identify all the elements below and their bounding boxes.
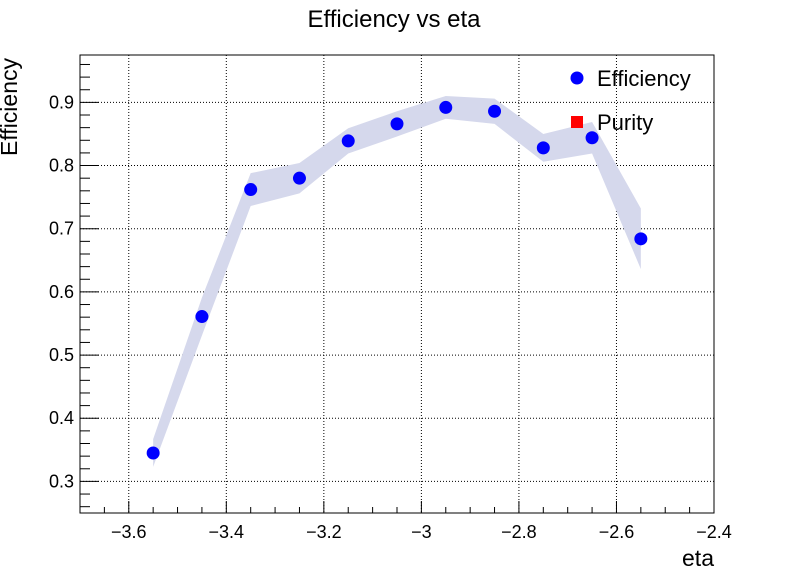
data-point bbox=[439, 100, 453, 114]
legend-label: Purity bbox=[597, 110, 653, 135]
data-point bbox=[146, 446, 160, 460]
data-point bbox=[585, 131, 599, 145]
y-tick-label: 0.7 bbox=[49, 219, 74, 239]
error-band-area bbox=[153, 96, 641, 467]
legend: Efficiency Purity bbox=[570, 66, 691, 135]
data-point bbox=[244, 183, 258, 197]
legend-marker-square bbox=[571, 116, 583, 128]
y-tick-label: 0.8 bbox=[49, 156, 74, 176]
x-tick-label: −2.4 bbox=[696, 522, 732, 542]
x-tick-label: −3 bbox=[411, 522, 432, 542]
x-tick-label: −2.6 bbox=[599, 522, 635, 542]
data-point bbox=[195, 310, 209, 324]
data-point bbox=[536, 141, 550, 155]
data-point bbox=[634, 232, 648, 246]
data-points bbox=[146, 100, 648, 460]
y-tick-label: 0.5 bbox=[49, 345, 74, 365]
y-tick-label: 0.3 bbox=[49, 471, 74, 491]
x-axis-title: eta bbox=[682, 545, 714, 571]
axis-ticks: −3.6 −3.4 −3.2 −3 −2.8 −2.6 −2.4 0.3 0.4 0.5 0.6 0.… bbox=[49, 63, 732, 542]
chart-title: Efficiency vs eta bbox=[308, 6, 482, 33]
y-tick-label: 0.4 bbox=[49, 408, 74, 428]
legend-label: Efficiency bbox=[597, 66, 691, 91]
y-axis-title: Efficiency bbox=[0, 58, 22, 157]
x-tick-label: −3.6 bbox=[111, 522, 147, 542]
x-tick-label: −3.4 bbox=[209, 522, 245, 542]
data-point bbox=[488, 104, 502, 118]
data-point bbox=[292, 171, 306, 185]
error-band bbox=[153, 96, 641, 467]
data-point bbox=[390, 117, 404, 131]
y-tick-label: 0.9 bbox=[49, 92, 74, 112]
y-tick-label: 0.6 bbox=[49, 282, 74, 302]
x-tick-label: −3.2 bbox=[306, 522, 342, 542]
legend-marker-circle bbox=[570, 71, 584, 85]
data-point bbox=[341, 134, 355, 148]
x-tick-label: −2.8 bbox=[501, 522, 537, 542]
